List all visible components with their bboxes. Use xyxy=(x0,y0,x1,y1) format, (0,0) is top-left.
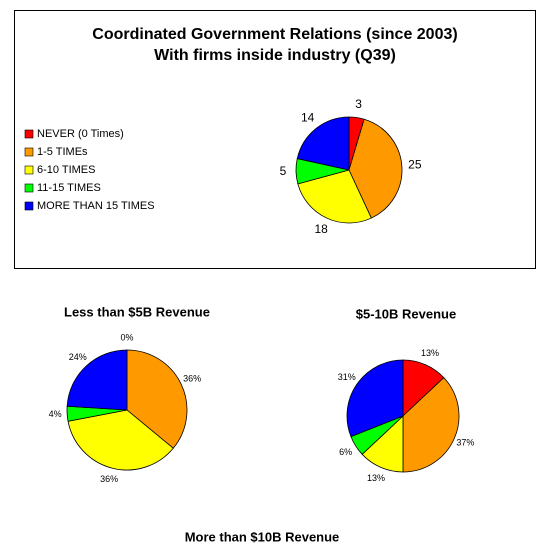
data-label: 37% xyxy=(456,437,474,447)
legend-swatch xyxy=(24,183,34,193)
pie-slice xyxy=(296,116,350,171)
legend-label: 6-10 TIMES xyxy=(37,164,96,176)
data-label: 36% xyxy=(183,374,201,384)
pie-slice xyxy=(297,169,372,224)
legend-label: MORE THAN 15 TIMES xyxy=(37,200,155,212)
pie-slice xyxy=(348,118,403,219)
chart-subtitle: With firms inside industry (Q39) xyxy=(154,47,396,64)
legend-label: 1-5 TIMEs xyxy=(37,146,88,158)
legend-label: NEVER (0 Times) xyxy=(37,128,124,140)
chart-title: $5-10B Revenue xyxy=(356,306,456,321)
data-label: 3 xyxy=(355,97,362,111)
data-label: 36% xyxy=(100,474,118,484)
data-label: 4% xyxy=(49,409,62,419)
data-label: 24% xyxy=(69,352,87,362)
data-label: 13% xyxy=(421,348,439,358)
chart-title: Coordinated Government Relations (since … xyxy=(92,26,457,43)
data-label: 18 xyxy=(315,222,329,236)
legend-swatch xyxy=(24,201,34,211)
legend-swatch xyxy=(24,147,34,157)
legend-swatch xyxy=(24,129,34,139)
data-label: 25 xyxy=(408,157,422,171)
data-label: 5 xyxy=(280,164,287,178)
pie-slice xyxy=(126,349,188,449)
pie-slice xyxy=(346,359,404,438)
data-label: 31% xyxy=(338,372,356,382)
pie-slice xyxy=(67,409,174,471)
data-label: 0% xyxy=(120,332,133,342)
chart-frame xyxy=(14,10,536,269)
data-label: 14 xyxy=(301,111,315,125)
legend-swatch xyxy=(24,165,34,175)
legend-label: 11-15 TIMES xyxy=(37,182,101,194)
pie-slice xyxy=(66,349,128,411)
data-label: 13% xyxy=(367,473,385,483)
data-label: 6% xyxy=(339,447,352,457)
chart-title: More than $10B Revenue xyxy=(185,529,340,544)
chart-title: Less than $5B Revenue xyxy=(64,304,210,319)
pie-slice xyxy=(402,377,460,473)
